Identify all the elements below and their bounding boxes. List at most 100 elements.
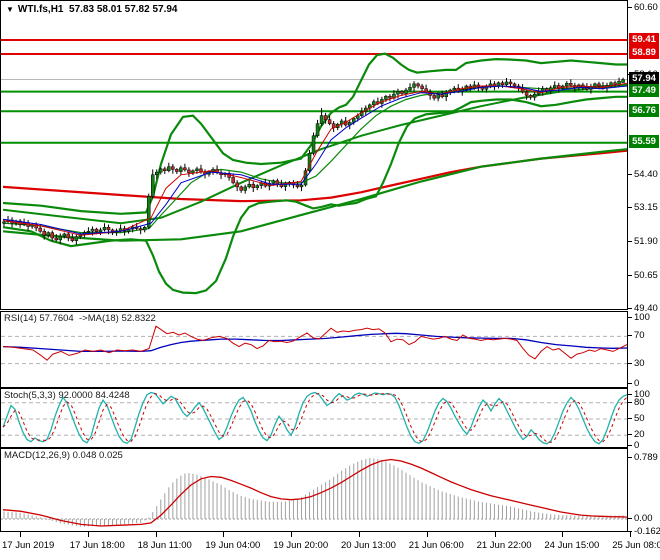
bull-candle — [159, 168, 163, 173]
bull-candle — [319, 115, 324, 124]
bear-candle — [42, 231, 46, 236]
bear-candle — [251, 183, 255, 188]
bear-candle — [54, 237, 59, 241]
axis-tick-mark — [628, 207, 632, 209]
bull-candle — [62, 233, 67, 237]
price-badge-55.59: 55.59 — [629, 135, 659, 149]
bull-candle — [243, 186, 247, 191]
time-tick-mark — [223, 532, 225, 537]
bear-candle — [440, 94, 444, 98]
time-tick-mark — [359, 532, 360, 537]
time-tick-mark — [291, 532, 293, 537]
price-tick-label: 60.60 — [634, 2, 658, 13]
time-label: 17 Jun 2019 — [2, 540, 55, 551]
bull-candle — [384, 95, 388, 100]
bull-candle — [98, 229, 103, 233]
bull-candle — [311, 135, 316, 154]
bull-candle — [2, 221, 6, 224]
time-tick-mark — [87, 532, 89, 537]
symbol-dropdown-icon[interactable]: ▼ — [6, 5, 14, 14]
bear-candle — [231, 177, 235, 184]
rsi-label: RSI(14) 57.7604 ->MA(18) 52.8322 — [4, 313, 156, 324]
stoch-main-line — [2, 391, 627, 445]
indicator-tick-label: 20 — [634, 429, 645, 441]
symbol-label: WTI.fs,H1 — [17, 4, 64, 15]
time-tick-mark — [426, 532, 428, 537]
bear-candle — [323, 115, 328, 120]
price-tick-label: 49.40 — [634, 303, 658, 315]
bull-candle — [74, 236, 79, 241]
price-tick-label: 53.15 — [634, 202, 658, 214]
bull-candle — [356, 115, 360, 119]
axis-tick-mark — [628, 317, 632, 318]
axis-tick-mark — [628, 308, 632, 310]
bear-candle — [400, 91, 404, 94]
time-tick-mark — [562, 532, 564, 537]
bear-candle — [183, 167, 187, 171]
axis-tick-mark — [628, 434, 632, 436]
time-label: 19 Jun 20:00 — [273, 540, 329, 551]
time-label: 21 Jun 06:00 — [408, 540, 464, 551]
axis-tick-mark — [628, 335, 632, 337]
chart-title: ▼ WTI.fs,H1 57.83 58.01 57.82 57.94 — [6, 4, 177, 15]
time-tick-mark — [20, 532, 21, 537]
bollinger-lower — [2, 95, 627, 295]
axis-tick-mark — [628, 173, 632, 175]
bear-candle — [235, 182, 239, 188]
indicator-tick-label: 0 — [634, 440, 640, 451]
bear-candle — [500, 82, 505, 85]
axis-tick-mark — [628, 518, 632, 519]
time-axis[interactable]: 17 Jun 2019 17 Jun 18:00 18 Jun 11:00 19 Ju… — [0, 532, 660, 560]
time-tick-mark — [630, 532, 632, 537]
bull-candle — [504, 81, 509, 85]
price-chart-panel[interactable]: ▼ WTI.fs,H1 57.83 58.01 57.82 57.94 — [0, 0, 628, 310]
bear-candle — [175, 169, 179, 172]
bear-candle — [34, 224, 38, 229]
axis-tick-mark — [628, 418, 632, 419]
axis-tick-mark — [628, 457, 632, 458]
indicator-tick-label: 50 — [634, 413, 645, 424]
time-label: 24 Jun 15:00 — [544, 540, 600, 551]
ma-slow-red — [2, 149, 627, 203]
bear-candle — [187, 169, 191, 173]
bear-candle — [106, 226, 111, 231]
bull-candle — [532, 93, 537, 98]
bear-candle — [524, 91, 529, 96]
time-label: 20 Jun 13:00 — [341, 540, 396, 551]
price-badge-56.76: 56.76 — [629, 103, 659, 117]
indicator-tick-label: 70 — [634, 330, 645, 342]
price-badge-57.49: 57.49 — [629, 84, 659, 98]
macd-indicator-panel[interactable]: MACD(12,26,9) 0.048 0.025 — [0, 448, 628, 532]
time-label: 18 Jun 11:00 — [137, 540, 192, 551]
stoch-signal-line — [2, 393, 627, 443]
bear-candle — [163, 168, 167, 171]
axis-tick-mark — [628, 530, 632, 532]
price-tick-label: 51.90 — [634, 236, 658, 248]
time-tick-mark — [494, 532, 496, 537]
time-label: 25 Jun 08:00 — [612, 540, 660, 551]
bull-candle — [404, 89, 408, 94]
bull-candle — [150, 174, 155, 197]
bull-candle — [179, 167, 183, 172]
axis-tick-mark — [628, 241, 632, 243]
bull-candle — [102, 226, 107, 231]
indicator-tick-label: 0.789 — [634, 452, 658, 463]
bear-candle — [327, 119, 332, 124]
axis-tick-mark — [628, 362, 632, 364]
bull-candle — [565, 83, 569, 87]
bull-candle — [90, 228, 95, 232]
time-label: 21 Jun 22:00 — [476, 540, 532, 551]
bear-candle — [597, 83, 601, 87]
macd-histogram — [3, 458, 624, 527]
axis-tick-mark — [628, 383, 632, 384]
bull-candle — [255, 185, 260, 188]
indicator-tick-label: 100 — [634, 312, 650, 323]
rsi-indicator-panel[interactable]: RSI(14) 57.7604 ->MA(18) 52.8322 — [0, 311, 628, 388]
bear-candle — [138, 228, 143, 231]
stochastic-indicator-panel[interactable]: Stoch(5,3,3) 92.0000 84.4248 — [0, 388, 628, 448]
price-badge-58.89: 58.89 — [629, 46, 659, 60]
bear-candle — [569, 83, 573, 86]
bull-candle — [118, 228, 123, 231]
axis-tick-mark — [628, 401, 632, 403]
bull-candle — [58, 235, 63, 241]
